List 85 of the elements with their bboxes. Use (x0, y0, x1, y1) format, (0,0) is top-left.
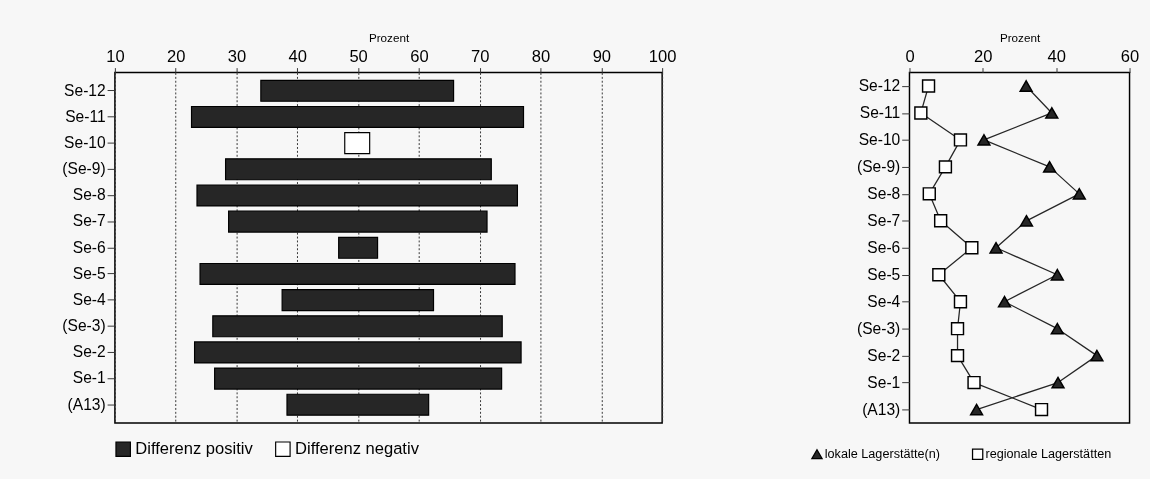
bar (344, 132, 371, 155)
y-tick-label: Se-12 (858, 77, 901, 95)
point (914, 106, 928, 120)
point (969, 403, 984, 416)
legend-label: Differenz positiv (135, 439, 254, 459)
legend-label: Differenz negativ (295, 439, 420, 459)
point (938, 160, 953, 174)
x-axis-title: Prozent (368, 30, 410, 44)
point (932, 268, 946, 282)
x-tick-label: 0 (905, 47, 915, 67)
y-tick-label: Se-7 (72, 212, 106, 230)
x-axis-title: Prozent (999, 30, 1041, 44)
point (1090, 349, 1104, 362)
x-tick-label: 40 (288, 47, 308, 67)
y-tick-label: Se-8 (867, 185, 901, 203)
x-tick-label: 60 (1120, 47, 1140, 67)
y-tick-label: Se-5 (72, 264, 106, 282)
y-tick-label: Se-11 (65, 107, 106, 125)
bar (193, 341, 522, 364)
point (965, 241, 979, 255)
point (933, 214, 948, 228)
point (977, 134, 991, 146)
y-tick-label: (A13) (862, 400, 901, 418)
bar (224, 158, 492, 181)
legend-label: lokale Lagerstätte(n) (824, 447, 941, 462)
y-tick-label: Se-7 (867, 212, 901, 230)
y-tick-label: (Se-9) (62, 160, 106, 178)
x-tick-label: 100 (648, 47, 677, 67)
point (950, 348, 965, 363)
x-tick-label: 50 (349, 47, 368, 67)
y-tick-label: (Se-3) (856, 320, 901, 338)
point (1042, 160, 1057, 173)
x-tick-label: 70 (471, 47, 490, 67)
bar (214, 367, 503, 390)
point (1072, 187, 1086, 200)
point (1019, 214, 1034, 227)
point (1045, 107, 1059, 119)
y-tick-label: Se-12 (64, 81, 106, 99)
point (997, 295, 1012, 308)
y-tick-label: Se-8 (72, 186, 106, 204)
x-tick-label: 30 (227, 47, 247, 67)
point (1034, 402, 1049, 417)
x-tick-label: 80 (531, 47, 551, 67)
point (1050, 268, 1064, 281)
y-tick-label: Se-6 (867, 239, 901, 257)
point (950, 321, 965, 336)
x-tick-label: 40 (1047, 47, 1066, 67)
y-tick-label: Se-2 (72, 343, 106, 361)
y-tick-label: (Se-3) (62, 317, 106, 335)
y-tick-label: Se-5 (867, 266, 901, 284)
y-tick-label: (A13) (67, 395, 106, 413)
bar (286, 393, 430, 416)
y-tick-label: Se-10 (64, 134, 106, 151)
bar (212, 315, 503, 338)
point (989, 241, 1003, 254)
y-tick-label: Se-2 (867, 346, 901, 364)
y-tick-label: Se-1 (72, 369, 106, 387)
bar (338, 236, 379, 259)
y-tick-label: Se-6 (72, 238, 106, 256)
x-tick-label: 20 (166, 47, 186, 67)
y-tick-label: Se-10 (858, 131, 901, 149)
y-tick-label: Se-4 (867, 293, 901, 311)
point (953, 133, 968, 147)
x-tick-label: 10 (106, 47, 125, 67)
bar (228, 210, 488, 233)
y-tick-label: (Se-9) (856, 158, 901, 176)
point (1019, 80, 1033, 92)
y-tick-label: Se-11 (859, 104, 901, 122)
bar (199, 262, 516, 285)
point (1050, 322, 1064, 335)
point (1051, 376, 1065, 389)
bar (190, 105, 525, 129)
point (922, 187, 936, 201)
bar (196, 184, 519, 207)
x-tick-label: 20 (974, 47, 993, 67)
x-tick-label: 60 (410, 47, 429, 67)
y-tick-label: Se-1 (867, 373, 901, 391)
point (967, 375, 981, 390)
bar (281, 289, 435, 312)
point (921, 79, 936, 93)
y-tick-label: Se-4 (72, 290, 106, 308)
x-tick-label: 90 (592, 47, 612, 67)
bar (260, 79, 455, 102)
point (953, 295, 968, 309)
legend-label: regionale Lagerstätten (985, 447, 1112, 462)
